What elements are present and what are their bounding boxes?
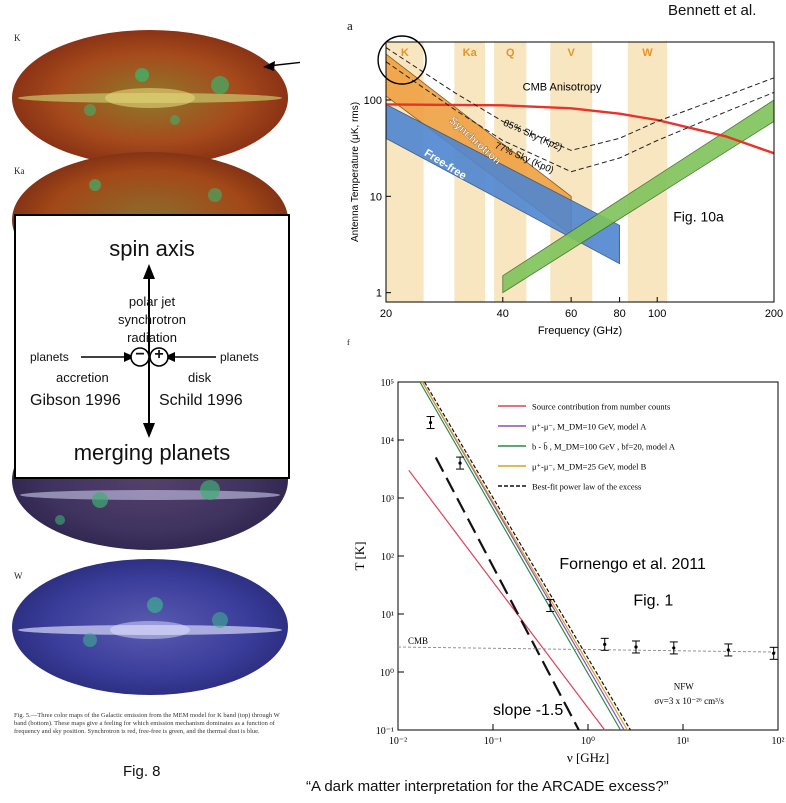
gibson-label: Gibson 1996 xyxy=(30,392,121,409)
diagram-arrows xyxy=(81,264,216,438)
data-point xyxy=(548,603,552,608)
left-arrow-icon xyxy=(164,352,175,362)
legend-entry: b - b̄ , M_DM=100 GeV , bf=20, model A xyxy=(532,442,676,452)
data-point xyxy=(634,645,638,649)
arrow-k-to-chart xyxy=(267,61,300,67)
band-label-v: V xyxy=(568,47,576,59)
y-axis-label: T [K] xyxy=(352,541,367,570)
band-label-w: W xyxy=(642,47,653,59)
y-tick-label: 10⁻¹ xyxy=(376,726,394,737)
annotation-fornengo: Fornengo et al. 2011 xyxy=(559,556,706,573)
line-85-sky-kp2- xyxy=(385,47,775,151)
line-series-2 xyxy=(419,381,622,731)
x-tick-label: 10² xyxy=(772,736,785,747)
x-tick-label: 80 xyxy=(613,308,625,320)
panel-letter-a: a xyxy=(347,18,353,33)
right-arrow-icon xyxy=(124,352,135,362)
plus-sign: + xyxy=(154,346,164,363)
plus-circle-icon xyxy=(149,347,169,367)
line-series-0 xyxy=(408,469,606,731)
x-tick-label: 40 xyxy=(497,308,509,320)
x-tick-label: 10⁰ xyxy=(581,736,595,747)
sky-map-label-w: W xyxy=(14,571,23,581)
legend-entry: μ⁺-μ⁻, M_DM=10 GeV, model A xyxy=(532,422,647,432)
data-point xyxy=(428,420,433,425)
x-tick-label: 60 xyxy=(565,308,577,320)
x-tick-label: 10¹ xyxy=(677,736,690,747)
merging-planets-label: merging planets xyxy=(73,440,231,465)
y-tick-label: 10³ xyxy=(381,494,394,505)
data-point xyxy=(726,648,730,652)
spin-axis-label: spin axis xyxy=(109,236,195,261)
down-arrow-icon xyxy=(143,423,155,438)
accretion-label: accretion xyxy=(56,370,109,385)
y-tick-label: 10 xyxy=(370,191,382,203)
k-band-highlight-circle xyxy=(377,35,427,85)
band-label-q: Q xyxy=(506,47,515,59)
spin-axis-diagram: − + spin axis polar jet synchrotron radi… xyxy=(14,214,290,479)
chart-b-frame xyxy=(397,381,779,731)
y-tick-label: 100 xyxy=(364,95,382,107)
sky-map-label-ka: Ka xyxy=(14,166,25,176)
data-point xyxy=(772,651,776,655)
y-tick-label: 10⁴ xyxy=(381,436,395,447)
synchrotron-label: synchrotron xyxy=(118,312,186,327)
polar-jet-label: polar jet xyxy=(128,294,176,309)
panel-letter-f: f xyxy=(347,338,350,347)
band-label-k: K xyxy=(401,47,409,59)
sky-map-caption: Fig. 5.—Three color maps of the Galactic… xyxy=(14,712,280,735)
data-point xyxy=(603,642,607,646)
planets-right-label: planets xyxy=(220,350,259,364)
data-point xyxy=(458,461,462,465)
legend-entry: Best-fit power law of the excess xyxy=(532,482,641,492)
chart-a-frame xyxy=(385,41,775,303)
planets-left-label: planets xyxy=(30,350,69,364)
annotation-sigma-v: σv=3 x 10⁻²⁶ cm³/s xyxy=(654,696,724,706)
line-series-4 xyxy=(423,381,632,731)
annotation-cmb: CMB xyxy=(408,636,428,646)
up-arrow-icon xyxy=(143,264,155,279)
line-cmb xyxy=(397,646,779,653)
minus-sign: − xyxy=(135,346,145,363)
sky-map-k xyxy=(12,30,288,166)
annotation-nfw: NFW xyxy=(674,681,695,691)
sky-map-w xyxy=(12,559,288,695)
y-axis-label: Antenna Temperature (μK, rms) xyxy=(350,102,361,242)
band-label-ka: Ka xyxy=(463,47,478,59)
radiation-label: radiation xyxy=(127,330,177,345)
y-tick-label: 10² xyxy=(381,552,394,563)
label-cmb-anisotropy: CMB Anisotropy xyxy=(523,82,602,94)
x-tick-label: 20 xyxy=(380,308,392,320)
x-tick-label: 10⁻¹ xyxy=(484,736,502,747)
line-cmb-anisotropy xyxy=(385,103,775,155)
disk-label: disk xyxy=(188,370,212,385)
x-tick-label: 10⁻² xyxy=(389,736,407,747)
footer-quote: “A dark matter interpretation for the AR… xyxy=(306,778,669,795)
y-tick-label: 10⁵ xyxy=(381,378,395,389)
fig8-label: Fig. 8 xyxy=(123,763,161,780)
annotation-slope: slope -1.5 xyxy=(493,702,563,719)
y-tick-label: 1 xyxy=(376,288,382,300)
line-series-3 xyxy=(421,381,628,731)
y-tick-label: 10¹ xyxy=(381,610,394,621)
x-tick-label: 200 xyxy=(765,308,783,320)
schild-label: Schild 1996 xyxy=(159,392,243,409)
x-axis-label: Frequency (GHz) xyxy=(538,325,622,337)
legend-entry: Source contribution from number counts xyxy=(532,402,670,412)
annotation-fig1: Fig. 1 xyxy=(633,593,673,610)
x-tick-label: 100 xyxy=(648,308,666,320)
sky-map-label-k: K xyxy=(14,33,21,43)
line-slope xyxy=(434,456,580,731)
author-tag: Bennett et al. xyxy=(668,2,757,19)
legend-entry: μ⁺-μ⁻, M_DM=25 GeV, model B xyxy=(532,462,647,472)
y-tick-label: 10⁰ xyxy=(380,668,394,679)
line-77-sky-kp0- xyxy=(385,61,775,173)
band-w xyxy=(627,42,668,302)
chart-arcade-excess: Source contribution from number counts μ⁺… xyxy=(352,378,785,765)
x-axis-label: ν [GHz] xyxy=(567,750,609,765)
annotation-fig10a: Fig. 10a xyxy=(673,208,724,224)
data-point xyxy=(672,646,676,650)
minus-circle-icon xyxy=(130,347,150,367)
